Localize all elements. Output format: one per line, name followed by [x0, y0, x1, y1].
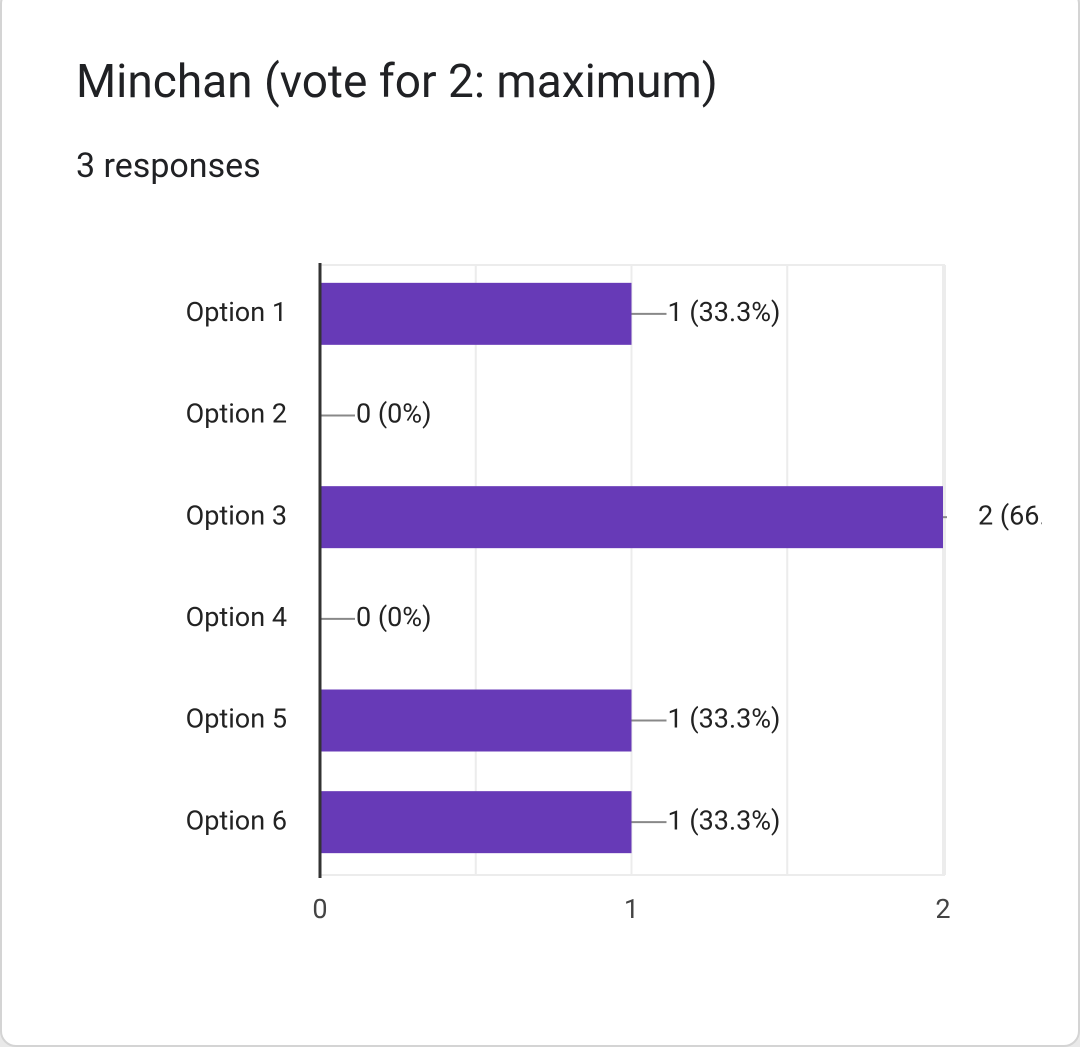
category-label: Option 6 — [186, 804, 287, 836]
value-label: 0 (0%) — [356, 601, 431, 633]
category-label: Option 3 — [186, 499, 287, 531]
value-label: 0 (0%) — [356, 398, 431, 430]
bar — [320, 282, 632, 345]
category-label: Option 5 — [186, 703, 287, 735]
value-label: 1 (33.3%) — [668, 703, 781, 735]
x-tick-label: 1 — [624, 893, 639, 925]
category-label: Option 2 — [186, 398, 287, 430]
x-tick-label: 2 — [935, 893, 950, 925]
chart-title: Minchan (vote for 2: maximum) — [76, 55, 718, 109]
value-label: 1 (33.3%) — [668, 296, 781, 328]
value-label: 1 (33.3%) — [668, 804, 781, 836]
bar — [320, 486, 943, 549]
bar — [320, 689, 632, 752]
chart-subtitle: 3 responses — [76, 146, 261, 186]
value-label: 2 (66.7%) — [978, 499, 1080, 531]
category-label: Option 1 — [186, 296, 287, 328]
bar — [320, 791, 632, 854]
x-tick-label: 0 — [312, 893, 327, 925]
category-label: Option 4 — [186, 601, 287, 633]
